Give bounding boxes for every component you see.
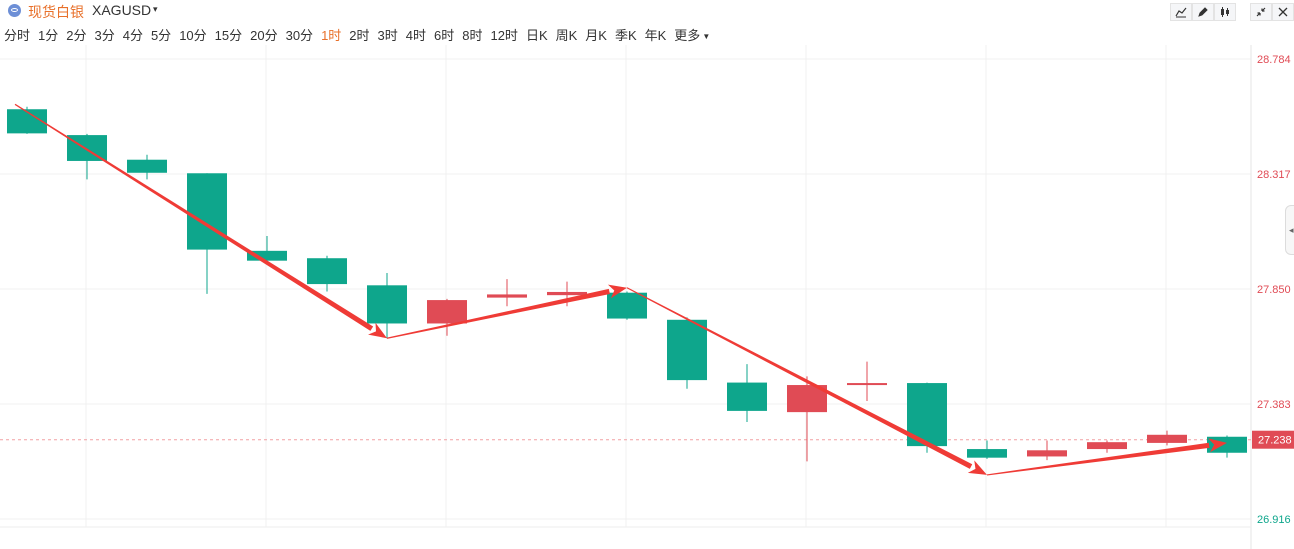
trend-arrow-head [607,284,627,299]
timeframe-19[interactable]: 月K [585,27,607,43]
timeframe-bar: 分时 1分 2分 3分 4分 5分 10分 15分 20分 30分 1时 2时 3时 4时 6时 8时 12时日… [0,25,714,43]
timeframe-11[interactable]: 2时 [349,27,370,43]
trend-arrow-shaft [626,287,973,469]
candle-body [247,250,287,261]
collapse-icon[interactable] [1250,3,1272,21]
timeframe-9[interactable]: 30分 [285,27,314,43]
candle-body [1027,450,1067,457]
symbol-dropdown-caret-icon[interactable]: ▾ [153,4,158,14]
timeframe-6[interactable]: 10分 [179,27,207,43]
timeframe-3[interactable]: 3分 [94,27,115,43]
candle-body [427,300,467,324]
candle-body [367,285,407,324]
trend-arrow-head [1208,438,1227,453]
candle-body [7,109,47,134]
candle-body [607,292,647,319]
timeframe-16[interactable]: 12时 [490,27,518,43]
timeframe-12[interactable]: 3时 [377,27,398,43]
candle-body [847,383,887,386]
y-tick-label: 26.916 [1257,514,1291,526]
symbol-code[interactable]: XAGUSD [92,2,152,18]
trend-arrow-shaft [986,442,1210,476]
pencil-icon[interactable] [1192,3,1214,21]
timeframe-8[interactable]: 20分 [250,27,278,43]
timeframe-5[interactable]: 5分 [150,27,172,43]
y-tick-label: 27.850 [1257,284,1291,296]
window-toolbar [1250,3,1294,21]
candle-body [187,173,227,250]
candle-body [1147,434,1187,443]
chart-header: 现货白银 XAGUSD ▾ [0,0,1294,20]
timeframe-2[interactable]: 2分 [66,27,87,43]
timeframe-10[interactable]: 1时 [321,27,342,43]
timeframe-7[interactable]: 15分 [214,27,243,43]
more-label: 更多 [674,27,701,43]
side-panel-toggle[interactable]: ◂ [1285,205,1294,255]
symbol-name[interactable]: 现货白银 [28,4,84,20]
drawing-toolbar [1170,3,1236,21]
timeframe-14[interactable]: 6时 [434,27,455,43]
last-price-label: 27.238 [1258,435,1292,447]
candle-body [727,382,767,411]
timeframe-0[interactable]: 分时 [4,27,31,43]
trend-arrow-shaft [14,103,374,331]
y-tick-label: 28.317 [1257,169,1291,181]
candle-body [967,449,1007,458]
silver-logo-icon [8,4,21,17]
timeframe-20[interactable]: 季K [614,27,637,43]
timeframe-17[interactable]: 日K [525,27,548,43]
trend-arrow-head [368,322,387,339]
candle-body [667,319,707,381]
timeframe-21[interactable]: 年K [644,27,667,43]
candle-body [1087,442,1127,450]
candle-body [307,258,347,285]
candles-icon[interactable] [1214,3,1236,21]
timeframe-18[interactable]: 周K [555,27,578,43]
candle-body [67,135,107,161]
trend-arrow-head [967,460,987,475]
candle-body [127,159,167,173]
more-timeframes-button[interactable]: 更多 ▼ [670,25,714,44]
timeframe-1[interactable]: 1分 [38,27,59,43]
caret-down-icon: ▼ [702,31,711,41]
candle-body [547,291,587,296]
y-tick-label: 27.383 [1257,399,1291,411]
last-price-badge [1252,430,1294,449]
timeframe-13[interactable]: 4时 [405,27,426,43]
chevron-left-icon: ◂ [1289,225,1294,235]
trend-arrow-shaft [386,288,610,339]
y-tick-label: 28.784 [1257,54,1291,66]
timeframe-4[interactable]: 4分 [122,27,143,43]
candle-body [487,294,527,298]
timeframe-15[interactable]: 8时 [462,27,483,43]
line-draw-icon[interactable] [1170,3,1192,21]
